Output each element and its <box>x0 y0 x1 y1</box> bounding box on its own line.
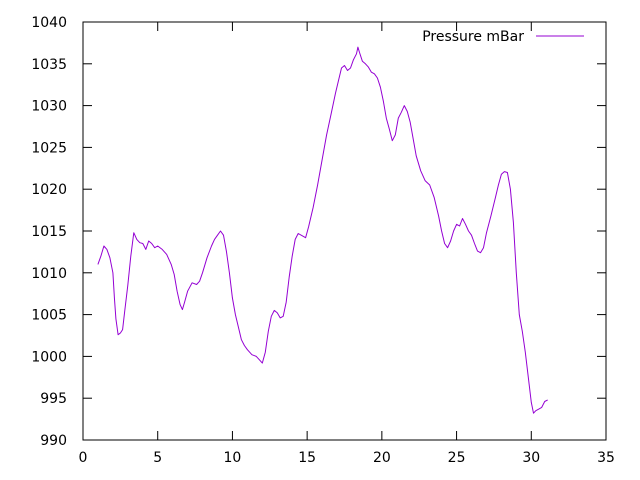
plot-frame <box>82 21 607 441</box>
y-tick-label-4: 1010 <box>31 266 67 282</box>
y-tick-label-6: 1020 <box>31 182 67 198</box>
series-layer <box>97 46 548 414</box>
x-tick-label-3: 15 <box>298 450 316 466</box>
legend-label: Pressure mBar <box>422 29 524 45</box>
x-tick-label-5: 25 <box>448 450 466 466</box>
y-tick-label-1: 995 <box>40 391 67 407</box>
y-tick-label-10: 1040 <box>31 15 67 31</box>
legend: Pressure mBar <box>422 29 584 45</box>
y-tick-label-7: 1025 <box>31 140 67 156</box>
y-tick-label-5: 1015 <box>31 224 67 240</box>
series-line-0 <box>97 46 548 414</box>
x-tick-label-1: 5 <box>153 450 162 466</box>
y-tick-label-2: 1000 <box>31 349 67 365</box>
x-tick-label-6: 30 <box>522 450 540 466</box>
x-tick-label-7: 35 <box>597 450 615 466</box>
x-tick-label-2: 10 <box>224 450 242 466</box>
x-tick-label-0: 0 <box>79 450 88 466</box>
y-tick-label-8: 1030 <box>31 99 67 115</box>
y-tick-label-9: 1035 <box>31 57 67 73</box>
y-tick-label-3: 1005 <box>31 308 67 324</box>
axis-ticks <box>82 21 607 441</box>
axis-tick-labels: 0 5 10 15 20 25 30 3599099510001005101010151020… <box>31 15 615 466</box>
x-tick-label-4: 20 <box>373 450 391 466</box>
y-tick-label-0: 990 <box>40 433 67 449</box>
